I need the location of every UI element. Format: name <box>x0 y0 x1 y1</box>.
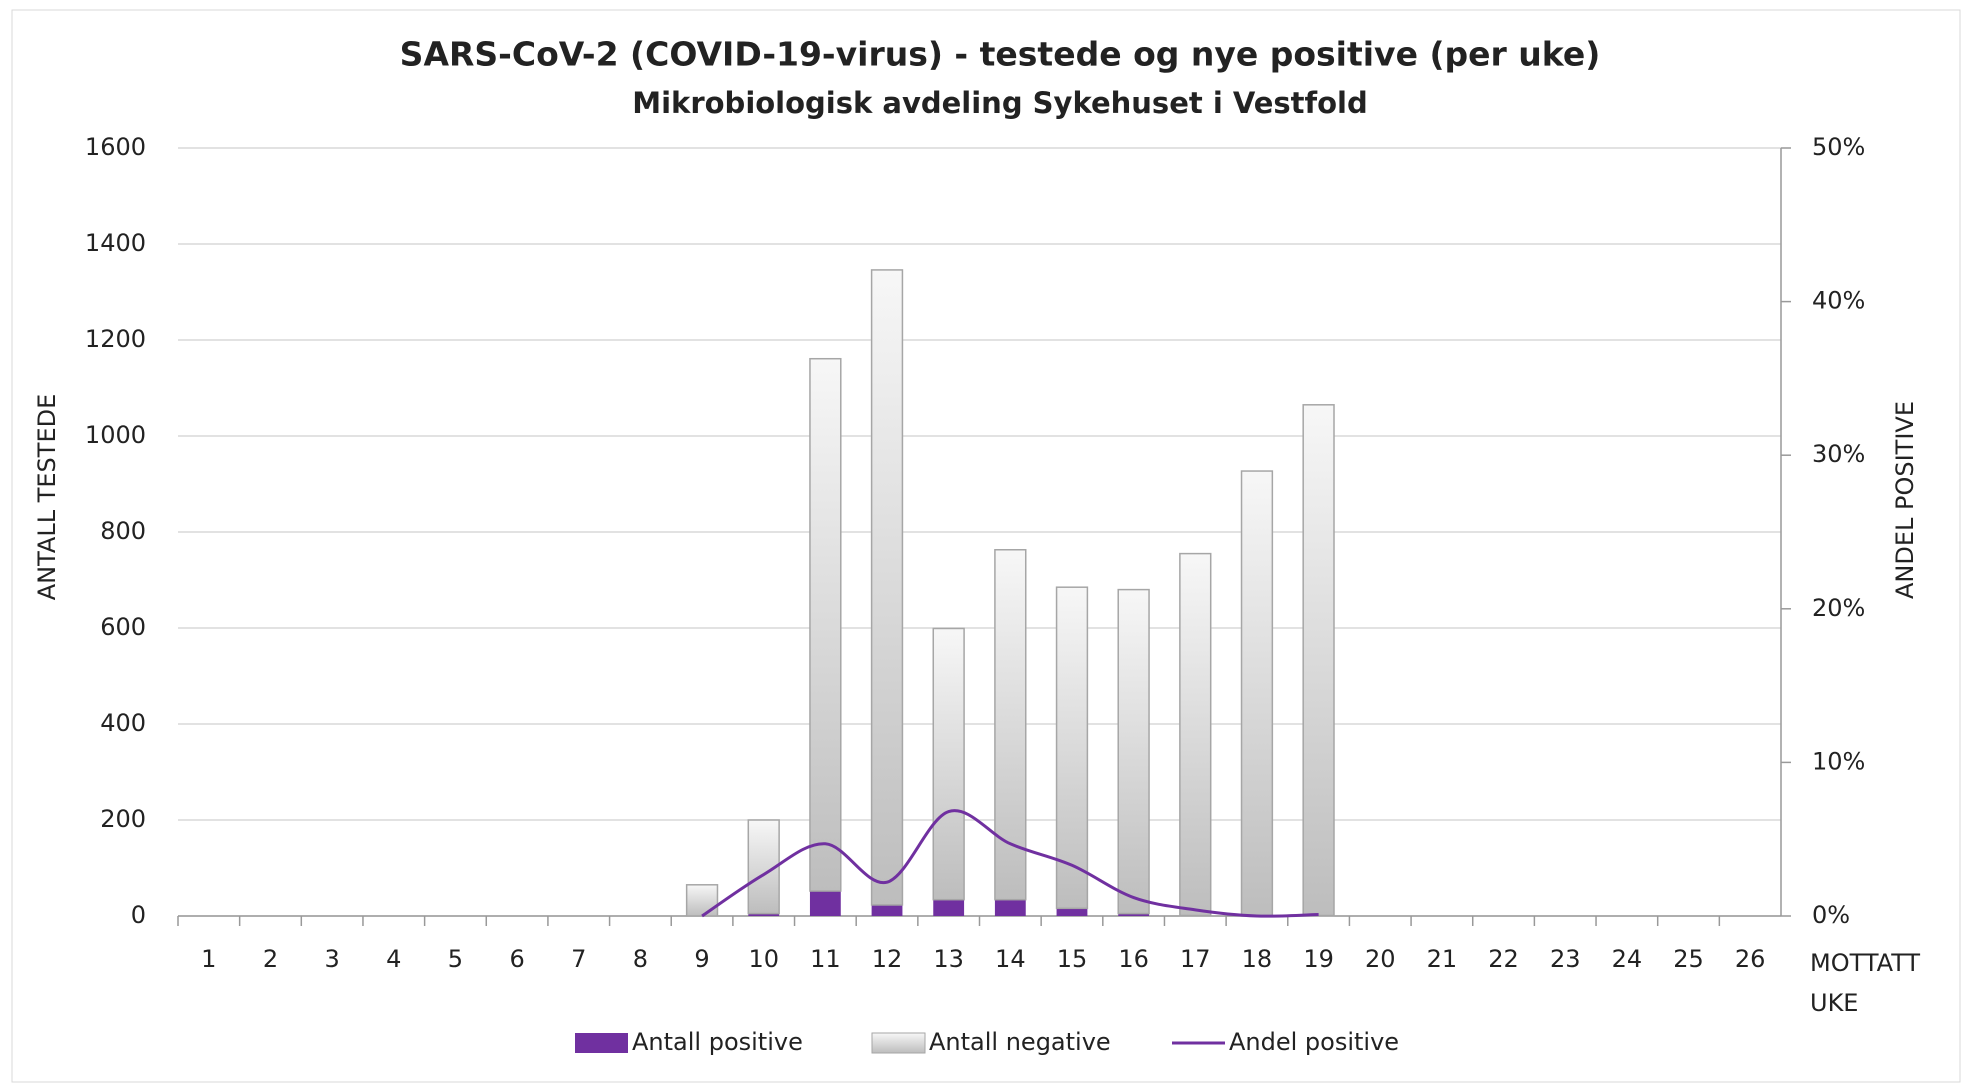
x-tick-label: 23 <box>1550 945 1581 973</box>
y2-tick-label: 0% <box>1812 901 1850 929</box>
x-tick-label: 7 <box>571 945 586 973</box>
x-tick-label: 24 <box>1612 945 1643 973</box>
y2-tick-label: 30% <box>1812 440 1865 468</box>
y2-axis-label: ANDEL POSITIVE <box>1891 401 1919 599</box>
bar <box>1117 588 1150 915</box>
y2-tick-label: 50% <box>1812 133 1865 161</box>
bar <box>1118 913 1150 916</box>
y-tick-label: 1200 <box>85 325 146 353</box>
x-tick-label: 16 <box>1118 945 1149 973</box>
y-tick-label: 0 <box>131 901 146 929</box>
x-tick-label: 11 <box>810 945 841 973</box>
y-tick-label: 1400 <box>85 229 146 257</box>
legend-label: Andel positive <box>1229 1028 1399 1056</box>
bar <box>871 904 903 916</box>
bar <box>1240 470 1274 917</box>
y-tick-label: 600 <box>100 613 146 641</box>
y-axis-label: ANTALL TESTEDE <box>33 394 61 600</box>
x-tick-label: 12 <box>872 945 903 973</box>
y2-tick-label: 40% <box>1812 287 1865 315</box>
x-tick-label: 15 <box>1057 945 1088 973</box>
bar <box>933 899 965 916</box>
x-tick-label: 17 <box>1180 945 1211 973</box>
x-tick-label: 8 <box>633 945 648 973</box>
bar <box>685 884 719 917</box>
x-tick-label: 14 <box>995 945 1026 973</box>
x-tick-label: 22 <box>1488 945 1519 973</box>
x-tick-label: 25 <box>1673 945 1704 973</box>
bar <box>1055 586 1089 910</box>
x-tick-label: 3 <box>324 945 339 973</box>
chart-title: SARS-CoV-2 (COVID-19-virus) - testede og… <box>400 35 1601 74</box>
legend-swatch <box>871 1032 926 1054</box>
x-tick-label: 20 <box>1365 945 1396 973</box>
y2-tick-label: 10% <box>1812 747 1865 775</box>
x-tick-label: 4 <box>386 945 401 973</box>
x-tick-label: 6 <box>509 945 524 973</box>
legend-label: Antall negative <box>929 1028 1111 1056</box>
x-tick-label: 1 <box>201 945 216 973</box>
bar <box>994 899 1026 916</box>
bar <box>1056 908 1088 916</box>
x-tick-label: 9 <box>694 945 709 973</box>
bar <box>1179 552 1212 917</box>
x-tick-label: 19 <box>1303 945 1334 973</box>
bar <box>994 549 1027 901</box>
chart-subtitle: Mikrobiologisk avdeling Sykehuset i Vest… <box>632 86 1368 120</box>
x-tick-label: 10 <box>748 945 779 973</box>
x-tick-label: 21 <box>1427 945 1458 973</box>
x-tick-label: 26 <box>1735 945 1766 973</box>
y2-tick-label: 20% <box>1812 594 1865 622</box>
bar <box>1302 404 1335 917</box>
x-tick-label: 2 <box>263 945 278 973</box>
frame <box>11 9 1961 1083</box>
legend-swatch <box>575 1033 628 1053</box>
bar <box>932 627 965 901</box>
y-tick-label: 1000 <box>85 421 146 449</box>
y-tick-label: 1600 <box>85 133 146 161</box>
x-tick-label: 5 <box>448 945 463 973</box>
x-tick-label: 13 <box>933 945 964 973</box>
legend-label: Antall positive <box>632 1028 803 1056</box>
y-tick-label: 800 <box>100 517 146 545</box>
y-tick-label: 200 <box>100 805 146 833</box>
x-axis-label: MOTTATT UKE <box>1810 949 1921 1017</box>
bar <box>809 891 841 916</box>
line-series <box>701 809 1319 918</box>
bar <box>748 913 780 916</box>
y-tick-label: 400 <box>100 709 146 737</box>
x-tick-label: 18 <box>1242 945 1273 973</box>
bar <box>870 269 904 906</box>
bar <box>809 357 842 892</box>
